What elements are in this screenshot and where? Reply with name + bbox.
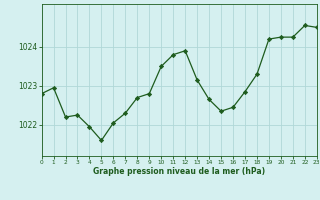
X-axis label: Graphe pression niveau de la mer (hPa): Graphe pression niveau de la mer (hPa): [93, 167, 265, 176]
